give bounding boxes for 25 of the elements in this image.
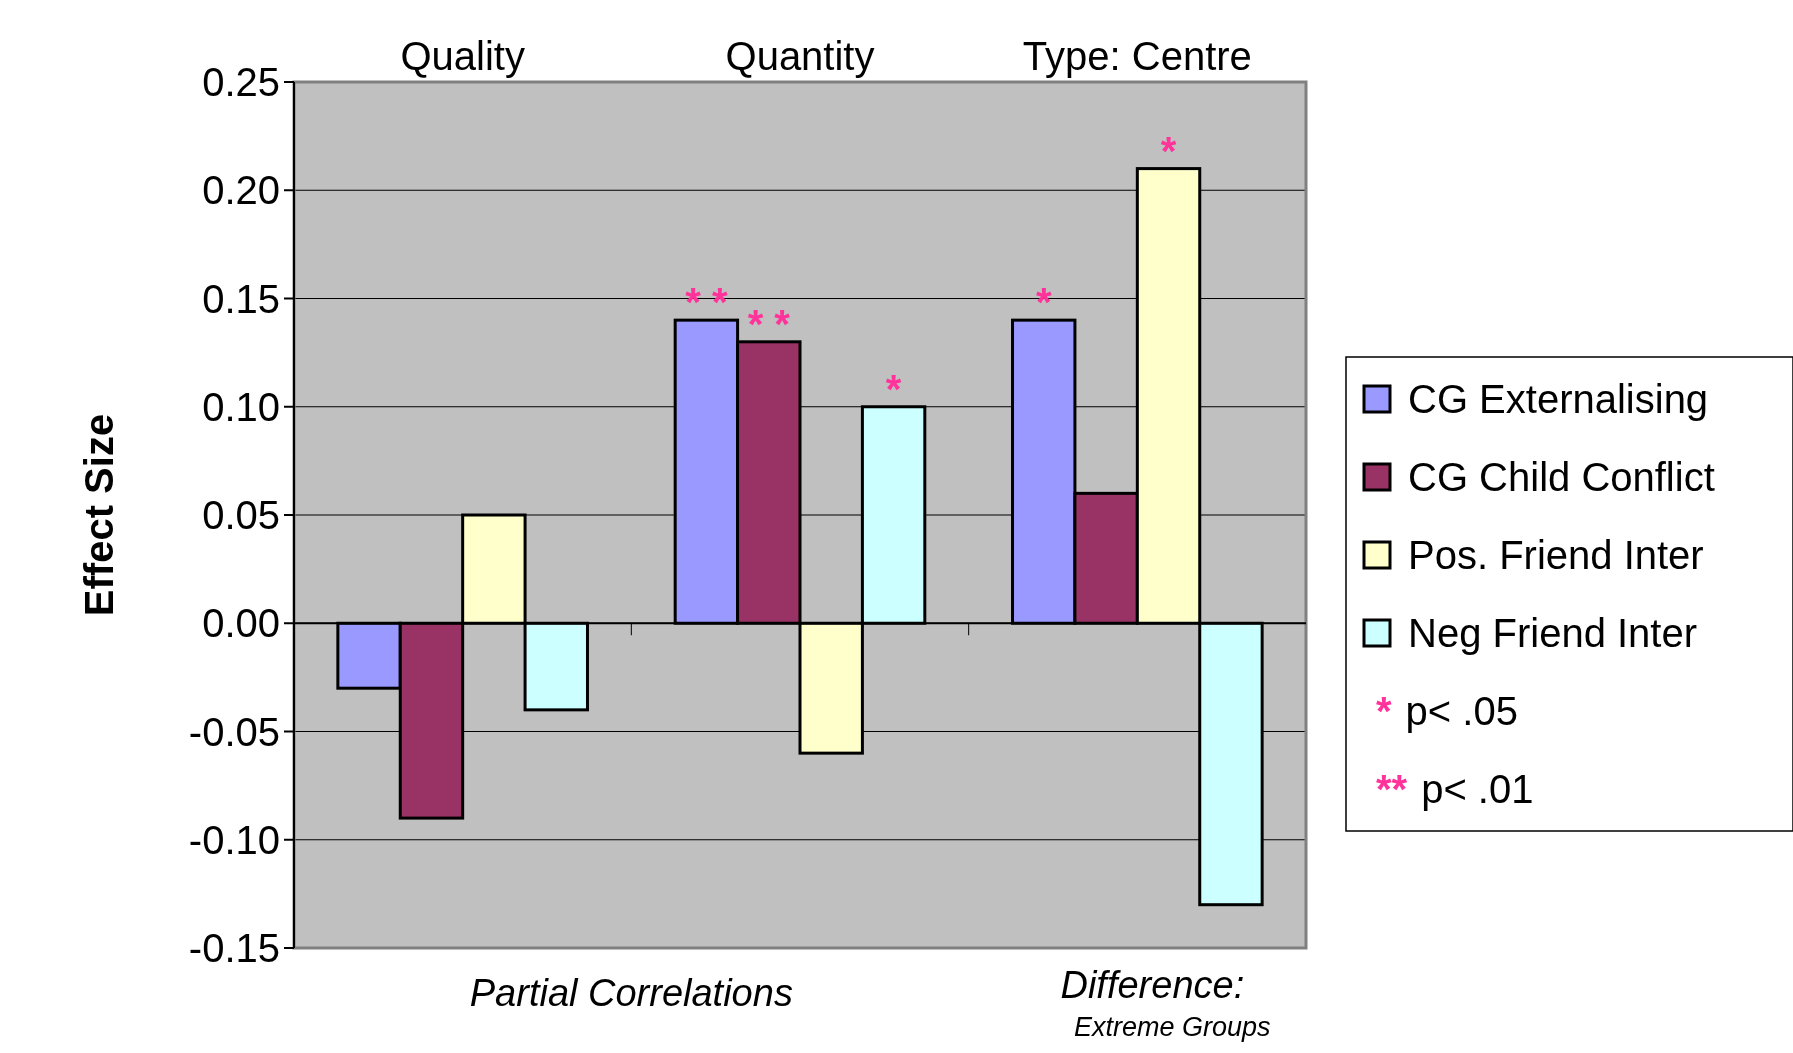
legend-label: Neg Friend Inter bbox=[1408, 611, 1698, 655]
y-tick-label: 0.15 bbox=[202, 276, 280, 321]
y-tick-label: -0.15 bbox=[188, 926, 280, 970]
legend-label: CG Child Conflict bbox=[1408, 455, 1715, 499]
y-tick-label: -0.05 bbox=[188, 709, 280, 754]
y-tick-label: 0.20 bbox=[202, 168, 280, 213]
y-axis-title: Effect Size bbox=[77, 413, 121, 617]
data-label: * bbox=[1160, 128, 1177, 173]
y-tick-label: -0.10 bbox=[188, 817, 280, 862]
text: Difference: bbox=[1060, 964, 1245, 1006]
y-tick-label: 0.00 bbox=[202, 601, 280, 646]
x-tick-label: Quality bbox=[400, 34, 525, 78]
text: ** p< .01 bbox=[1376, 767, 1534, 811]
y-tick-label: 0.05 bbox=[202, 493, 280, 537]
data-label: * bbox=[885, 366, 902, 411]
legend-label: CG Externalising bbox=[1408, 377, 1709, 421]
y-tick-label: 0.10 bbox=[202, 384, 280, 429]
text: * p< .05 bbox=[1376, 689, 1518, 733]
x-tick-label: Type: Centre bbox=[1022, 34, 1252, 78]
y-tick-label: 0.25 bbox=[202, 60, 280, 104]
data-label: * * bbox=[747, 301, 791, 346]
legend-label: Pos. Friend Inter bbox=[1408, 533, 1704, 577]
x-tick-label: Quantity bbox=[725, 34, 875, 78]
text: Extreme Groups bbox=[1074, 1012, 1271, 1042]
text: Partial Correlations bbox=[469, 972, 793, 1014]
